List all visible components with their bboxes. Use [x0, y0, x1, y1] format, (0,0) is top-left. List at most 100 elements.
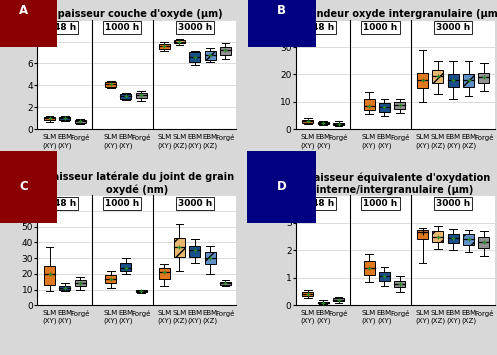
- Bar: [44, 266, 55, 285]
- Text: EBM: EBM: [316, 310, 331, 316]
- Text: (XZ): (XZ): [202, 142, 218, 149]
- Text: (XY): (XY): [119, 318, 133, 324]
- Text: (XY): (XY): [187, 318, 202, 324]
- Text: SLM: SLM: [42, 310, 57, 316]
- Text: (XY): (XY): [58, 318, 72, 324]
- Bar: [333, 122, 344, 125]
- Text: B: B: [277, 4, 286, 17]
- Title: Profondeur oxyde intergranulaire (μm): Profondeur oxyde intergranulaire (μm): [287, 9, 497, 19]
- Bar: [75, 120, 85, 122]
- Bar: [394, 102, 405, 109]
- Bar: [159, 44, 169, 49]
- Text: Forgé: Forgé: [390, 134, 410, 141]
- Text: (XY): (XY): [42, 142, 57, 149]
- Text: 48 h: 48 h: [54, 199, 76, 208]
- Bar: [303, 120, 314, 122]
- Bar: [205, 51, 216, 60]
- Text: (XY): (XY): [377, 142, 392, 149]
- Text: (XZ): (XZ): [202, 318, 218, 324]
- Text: (XY): (XY): [446, 142, 461, 149]
- Text: SLM: SLM: [431, 310, 445, 316]
- Text: 3000 h: 3000 h: [177, 23, 212, 32]
- Bar: [448, 75, 459, 87]
- Text: SLM: SLM: [172, 134, 186, 140]
- Text: 3000 h: 3000 h: [436, 199, 470, 208]
- Text: SLM: SLM: [42, 134, 57, 140]
- Text: Forgé: Forgé: [329, 134, 348, 141]
- Bar: [59, 118, 70, 120]
- Text: Forgé: Forgé: [71, 310, 90, 317]
- Text: EBM: EBM: [57, 310, 73, 316]
- Bar: [189, 246, 200, 257]
- Text: Forgé: Forgé: [216, 134, 235, 141]
- Text: (XY): (XY): [58, 142, 72, 149]
- Text: EBM: EBM: [118, 134, 134, 140]
- Text: SLM: SLM: [431, 134, 445, 140]
- Bar: [159, 268, 169, 279]
- Text: EBM: EBM: [187, 310, 202, 316]
- Text: (XZ): (XZ): [461, 142, 476, 149]
- Text: (XY): (XY): [377, 318, 392, 324]
- Bar: [75, 280, 85, 286]
- Bar: [417, 230, 428, 239]
- Text: (XY): (XY): [301, 318, 315, 324]
- Bar: [136, 93, 147, 98]
- Text: SLM: SLM: [103, 310, 118, 316]
- Text: SLM: SLM: [157, 134, 171, 140]
- Text: 1000 h: 1000 h: [105, 23, 139, 32]
- Title: Epaisseur équivalente d'oxydation
interne/intergranulaire (μm): Epaisseur équivalente d'oxydation intern…: [300, 173, 490, 195]
- Bar: [394, 280, 405, 288]
- Bar: [189, 52, 200, 62]
- Text: EBM: EBM: [57, 134, 73, 140]
- Bar: [333, 299, 344, 301]
- Text: EBM: EBM: [377, 310, 392, 316]
- Text: (XY): (XY): [119, 142, 133, 149]
- Text: Forgé: Forgé: [132, 310, 151, 317]
- Bar: [105, 275, 116, 283]
- Text: (XY): (XY): [316, 318, 331, 324]
- Text: 48 h: 48 h: [312, 199, 334, 208]
- Text: (XZ): (XZ): [430, 318, 445, 324]
- Text: (XY): (XY): [446, 318, 461, 324]
- Text: Forgé: Forgé: [390, 310, 410, 317]
- Bar: [478, 73, 490, 83]
- Text: SLM: SLM: [301, 310, 315, 316]
- Text: (XY): (XY): [103, 318, 118, 324]
- Text: C: C: [19, 180, 28, 193]
- Bar: [303, 292, 314, 296]
- Text: (XY): (XY): [316, 142, 331, 149]
- Text: EBM: EBM: [446, 134, 461, 140]
- Bar: [318, 302, 329, 304]
- Text: (XY): (XY): [42, 318, 57, 324]
- Text: (XY): (XY): [157, 142, 171, 149]
- Text: EBM: EBM: [377, 134, 392, 140]
- Text: SLM: SLM: [415, 310, 430, 316]
- Text: D: D: [277, 180, 287, 193]
- Bar: [44, 117, 55, 120]
- Text: 1000 h: 1000 h: [105, 199, 139, 208]
- Bar: [478, 237, 490, 247]
- Title: Epaisseur latérale du joint de grain
oxydé (nm): Epaisseur latérale du joint de grain oxy…: [39, 172, 234, 195]
- Bar: [174, 40, 185, 43]
- Bar: [448, 234, 459, 244]
- Text: (XY): (XY): [415, 142, 430, 149]
- Text: (XZ): (XZ): [172, 142, 187, 149]
- Bar: [379, 272, 390, 280]
- Text: (XY): (XY): [301, 142, 315, 149]
- Text: EBM: EBM: [461, 134, 476, 140]
- Text: SLM: SLM: [415, 134, 430, 140]
- Text: EBM: EBM: [461, 310, 476, 316]
- Bar: [174, 238, 185, 257]
- Bar: [432, 70, 443, 83]
- Text: EBM: EBM: [202, 134, 218, 140]
- Text: SLM: SLM: [362, 310, 376, 316]
- Text: (XY): (XY): [103, 142, 118, 149]
- Text: (XZ): (XZ): [172, 318, 187, 324]
- Text: Forgé: Forgé: [132, 134, 151, 141]
- Text: EBM: EBM: [118, 310, 134, 316]
- Bar: [463, 75, 474, 87]
- Text: 1000 h: 1000 h: [363, 23, 398, 32]
- Bar: [59, 286, 70, 290]
- Text: EBM: EBM: [446, 310, 461, 316]
- Text: (XZ): (XZ): [430, 142, 445, 149]
